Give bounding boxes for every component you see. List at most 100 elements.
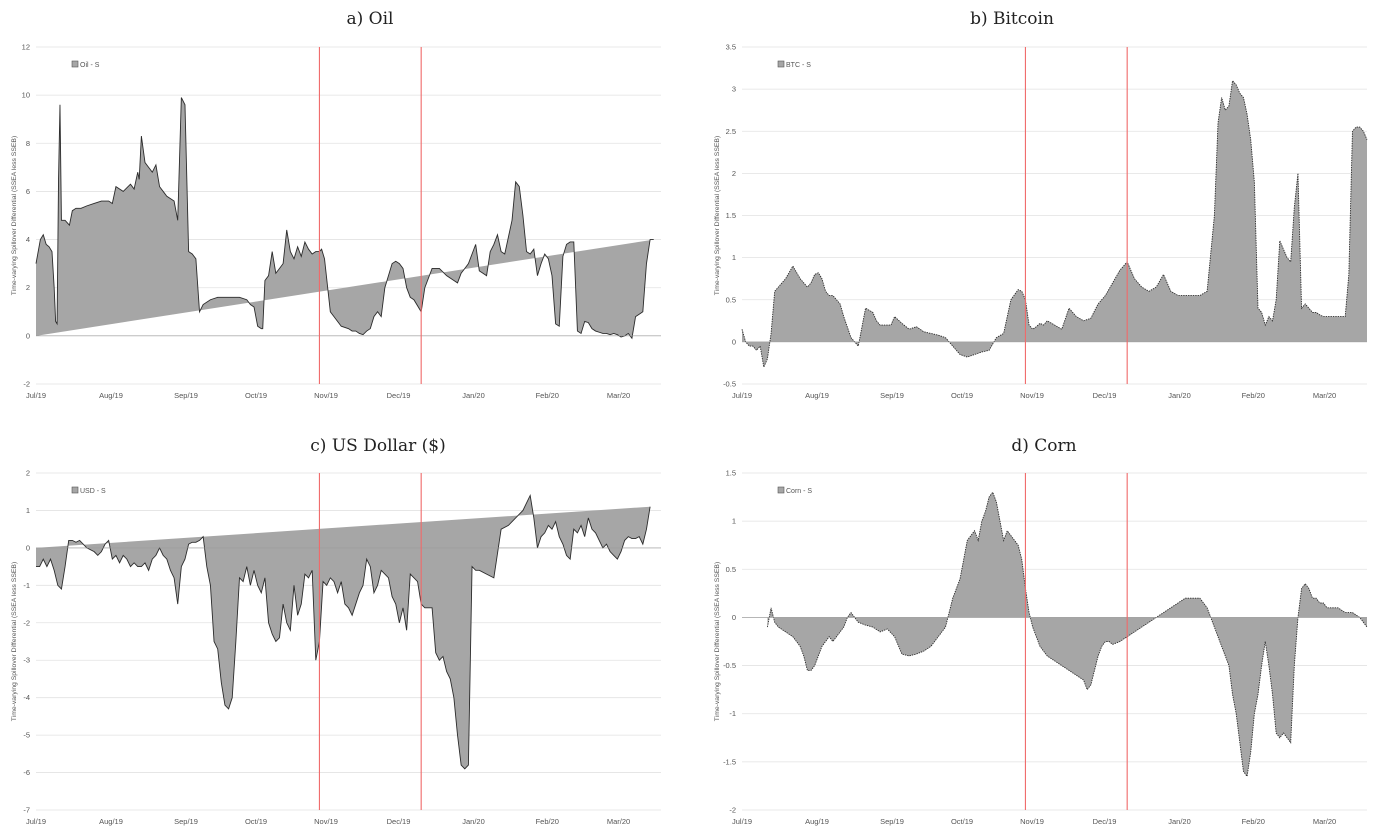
x-tick-label: Mar/20 [1313, 817, 1336, 826]
x-tick-label: Jul/19 [732, 391, 752, 400]
y-tick-label: 0 [732, 337, 736, 346]
chart-title: d) Corn [1011, 436, 1076, 456]
x-tick-label: Feb/20 [536, 391, 559, 400]
series-line [766, 491, 1368, 778]
y-tick-label: -0.5 [723, 380, 736, 389]
y-tick-label: -4 [23, 693, 30, 702]
legend: USD - S [71, 486, 106, 495]
y-tick-label: 2 [26, 283, 30, 292]
x-tick-label: Feb/20 [1242, 391, 1265, 400]
y-axis-label: Time-varying Spillover Differential (SSE… [714, 136, 721, 295]
y-tick-label: 1 [732, 253, 736, 262]
y-tick-label: 1 [26, 506, 30, 515]
series-line [36, 493, 651, 770]
series-area [36, 97, 654, 339]
y-tick-label: 3.5 [726, 43, 736, 52]
y-tick-label: 2.5 [726, 127, 736, 136]
y-tick-label: 0 [26, 543, 30, 552]
series-area [742, 80, 1367, 368]
x-tick-label: Jul/19 [26, 391, 46, 400]
x-tick-label: Mar/20 [1313, 391, 1336, 400]
chart-title: b) Bitcoin [970, 9, 1054, 29]
legend-label: Corn - S [786, 488, 812, 495]
series-area [36, 495, 651, 769]
x-tick-label: Dec/19 [387, 817, 411, 826]
series-line [35, 97, 654, 340]
x-tick-label: Jan/20 [462, 391, 485, 400]
y-axis-label: Time-varying Spillover Differential (SSE… [11, 562, 18, 721]
legend-swatch [777, 60, 785, 68]
x-tick-label: Dec/19 [1093, 391, 1117, 400]
legend-swatch [71, 60, 79, 68]
x-tick-label: Dec/19 [1093, 817, 1117, 826]
x-tick-label: Sep/19 [174, 817, 198, 826]
y-tick-label: -2 [729, 806, 736, 815]
x-tick-label: Oct/19 [951, 817, 973, 826]
y-tick-label: 2 [732, 169, 736, 178]
y-tick-label: -1.5 [723, 757, 736, 766]
x-tick-label: Jan/20 [462, 817, 485, 826]
x-tick-label: Oct/19 [245, 391, 267, 400]
chart-title: a) Oil [347, 9, 394, 29]
chart-panel-2: c) US Dollar ($) -7 -6 -5 -4 -3 -2 -1 0 1 2 Time-va… [11, 436, 661, 826]
y-tick-label: -3 [23, 656, 30, 665]
legend-label: USD - S [80, 488, 106, 495]
x-tick-label: Aug/19 [805, 817, 829, 826]
y-tick-label: 10 [22, 91, 30, 100]
legend-swatch [71, 486, 79, 494]
x-tick-label: Sep/19 [174, 391, 198, 400]
y-tick-label: 0 [732, 613, 736, 622]
y-tick-label: -2 [23, 380, 30, 389]
y-tick-label: -1 [729, 709, 736, 718]
y-tick-label: 2 [26, 469, 30, 478]
y-tick-label: -6 [23, 768, 30, 777]
x-tick-label: Nov/19 [1020, 817, 1044, 826]
chart-panel-1: b) Bitcoin -0.5 0 0.5 1 1.5 2 2.5 3 3.5 Time-varyi… [714, 9, 1368, 400]
series-area [767, 492, 1367, 777]
y-tick-label: 6 [26, 187, 30, 196]
x-tick-label: Sep/19 [880, 391, 904, 400]
legend-label: BTC - S [786, 62, 811, 69]
x-tick-label: Oct/19 [951, 391, 973, 400]
y-axis-label: Time-varying Spillover Differential (SSE… [11, 136, 18, 295]
x-tick-label: Jan/20 [1168, 817, 1191, 826]
x-tick-label: Oct/19 [245, 817, 267, 826]
y-tick-label: 4 [26, 235, 30, 244]
y-tick-label: 0 [26, 331, 30, 340]
y-tick-label: -2 [23, 618, 30, 627]
x-tick-label: Jul/19 [732, 817, 752, 826]
y-tick-label: -5 [23, 731, 30, 740]
x-tick-label: Nov/19 [314, 391, 338, 400]
legend-label: Oil - S [80, 62, 100, 69]
y-axis-label: Time-varying Spillover Differential (SSE… [714, 562, 721, 721]
y-tick-label: 3 [732, 85, 736, 94]
legend: Corn - S [777, 486, 812, 495]
chart-title: c) US Dollar ($) [310, 436, 445, 456]
x-tick-label: Jul/19 [26, 817, 46, 826]
y-tick-label: 0.5 [726, 295, 736, 304]
legend: BTC - S [777, 60, 811, 69]
x-tick-label: Nov/19 [314, 817, 338, 826]
y-tick-label: -1 [23, 581, 30, 590]
x-tick-label: Aug/19 [99, 817, 123, 826]
legend: Oil - S [71, 60, 100, 69]
x-tick-label: Dec/19 [387, 391, 411, 400]
y-tick-label: -7 [23, 806, 30, 815]
x-tick-label: Sep/19 [880, 817, 904, 826]
x-tick-label: Mar/20 [607, 817, 630, 826]
y-tick-label: 1.5 [726, 211, 736, 220]
x-tick-label: Aug/19 [99, 391, 123, 400]
x-tick-label: Feb/20 [1242, 817, 1265, 826]
x-tick-label: Feb/20 [536, 817, 559, 826]
x-tick-label: Nov/19 [1020, 391, 1044, 400]
y-tick-label: 12 [22, 43, 30, 52]
y-tick-label: 0.5 [726, 565, 736, 574]
chart-panel-3: d) Corn -2 -1.5 -1 -0.5 0 0.5 1 1.5 Time-varying … [714, 436, 1368, 826]
y-tick-label: 1 [732, 517, 736, 526]
x-tick-label: Mar/20 [607, 391, 630, 400]
y-tick-label: 8 [26, 139, 30, 148]
legend-swatch [777, 486, 785, 494]
y-tick-label: 1.5 [726, 469, 736, 478]
x-tick-label: Jan/20 [1168, 391, 1191, 400]
